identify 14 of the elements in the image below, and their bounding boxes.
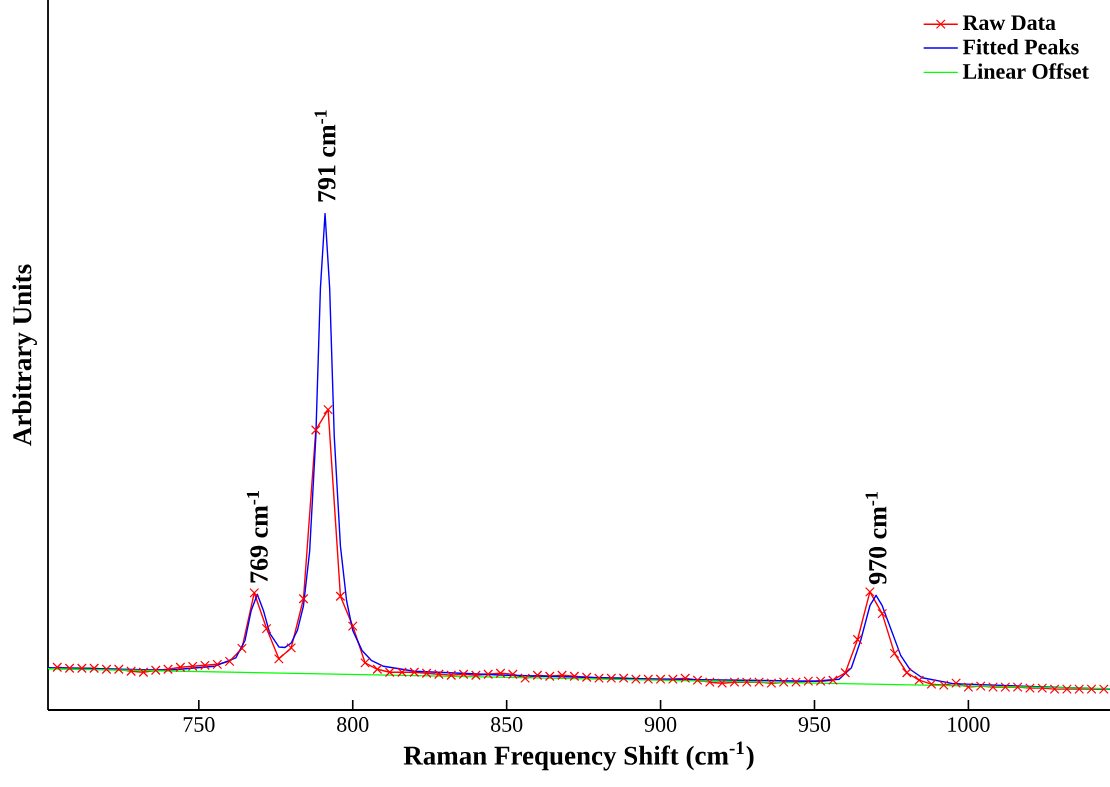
x-axis-title: Raman Frequency Shift (cm$^{-1}$)	[403, 741, 754, 771]
x-tick-label: 800	[337, 717, 369, 732]
x-tick-label: 750	[183, 717, 215, 732]
x-tick-label: 1000	[948, 717, 990, 732]
y-axis-title: Arbitrary Units	[12, 264, 37, 446]
x-tick-label: 900	[644, 717, 677, 732]
annotation: 769 cm$^{-1}$	[246, 490, 268, 583]
legend-label: Linear Offset	[962, 63, 1089, 79]
x-tick-label: 950	[798, 717, 831, 732]
x-tick-label: 850	[491, 717, 523, 732]
annotation: 970 cm$^{-1}$	[865, 491, 887, 585]
legend-label: Fitted Peaks	[962, 38, 1079, 55]
annotation: 791 cm$^{-1}$	[314, 110, 336, 202]
legend-label: Raw Data	[962, 15, 1056, 31]
